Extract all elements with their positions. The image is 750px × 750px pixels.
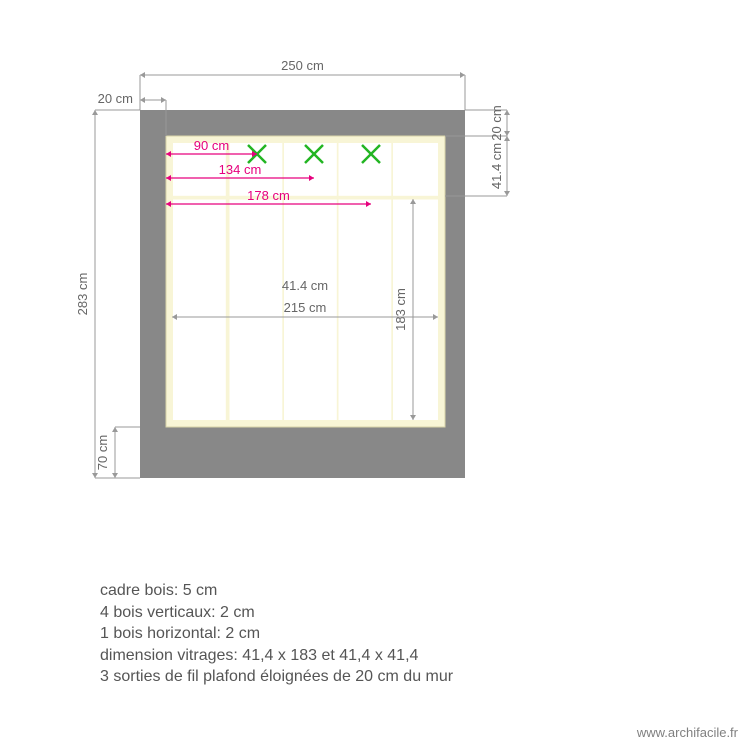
svg-text:250 cm: 250 cm (281, 58, 324, 73)
note-line: dimension vitrages: 41,4 x 183 et 41,4 x… (100, 645, 453, 667)
svg-text:178 cm: 178 cm (247, 188, 290, 203)
svg-text:70 cm: 70 cm (95, 435, 110, 470)
svg-text:283 cm: 283 cm (75, 273, 90, 316)
svg-text:41.4 cm: 41.4 cm (489, 143, 504, 189)
note-line: 1 bois horizontal: 2 cm (100, 623, 453, 645)
notes-block: cadre bois: 5 cm 4 bois verticaux: 2 cm … (100, 580, 453, 688)
svg-text:20 cm: 20 cm (489, 105, 504, 140)
svg-text:183 cm: 183 cm (393, 288, 408, 331)
svg-text:90 cm: 90 cm (194, 138, 229, 153)
svg-text:215 cm: 215 cm (284, 300, 327, 315)
svg-text:20 cm: 20 cm (98, 91, 133, 106)
note-line: 4 bois verticaux: 2 cm (100, 602, 453, 624)
svg-text:134 cm: 134 cm (219, 162, 262, 177)
watermark: www.archifacile.fr (637, 725, 738, 740)
svg-text:41.4 cm: 41.4 cm (282, 278, 328, 293)
note-line: 3 sorties de fil plafond éloignées de 20… (100, 666, 453, 688)
note-line: cadre bois: 5 cm (100, 580, 453, 602)
